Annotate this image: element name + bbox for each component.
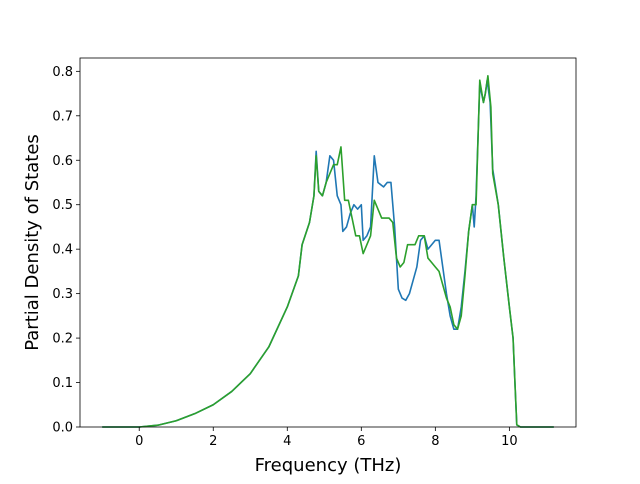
x-tick-label: 0 <box>135 434 143 449</box>
plot-frame <box>79 57 577 428</box>
series-layer <box>102 74 554 428</box>
y-axis-ticks: 0.0 0.1 0.2 0.3 0.4 0.5 0.6 0.7 0.8 <box>52 65 80 436</box>
y-tick-label: 0.5 <box>52 198 73 213</box>
x-tick-label: 8 <box>431 434 439 449</box>
y-tick-label: 0.3 <box>52 287 73 302</box>
x-tick-label: 4 <box>283 434 291 449</box>
x-axis-label: Frequency (THz) <box>255 455 402 476</box>
x-tick-label: 6 <box>357 434 365 449</box>
y-tick-label: 0.8 <box>52 65 73 80</box>
x-tick-label: 10 <box>501 434 518 449</box>
series-line-2 <box>102 74 554 428</box>
y-tick-label: 0.4 <box>52 243 73 258</box>
y-tick-label: 0.2 <box>52 332 73 347</box>
x-axis-ticks: 0 2 4 6 8 10 <box>135 427 518 449</box>
y-tick-label: 0.0 <box>52 421 73 436</box>
y-axis-label: Partial Density of States <box>22 134 43 351</box>
y-tick-label: 0.1 <box>52 376 73 391</box>
y-tick-label: 0.6 <box>52 154 73 169</box>
series-line-1 <box>102 79 554 428</box>
x-tick-label: 2 <box>209 434 217 449</box>
y-tick-label: 0.7 <box>52 109 73 124</box>
